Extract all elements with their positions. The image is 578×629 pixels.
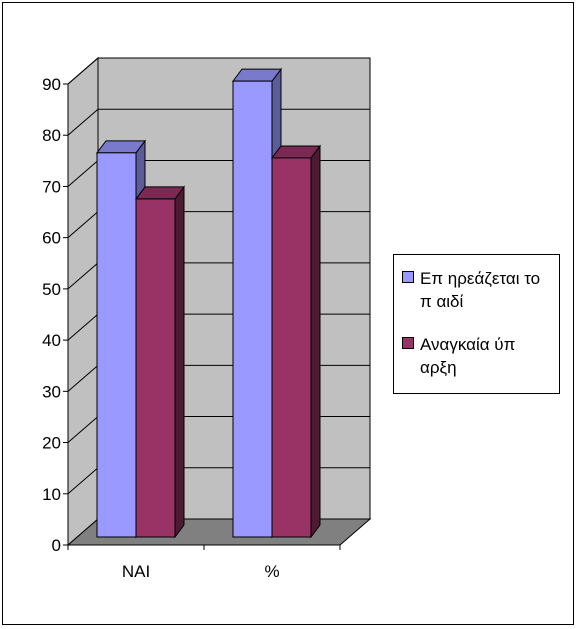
y-tick-label: 0 <box>52 536 61 555</box>
bar-2-1 <box>135 185 185 539</box>
y-tick-label: 90 <box>42 75 61 94</box>
bar-side <box>310 144 321 539</box>
legend: Επ ηρεάζεται το π αιδί Αναγκαία ύπ αρξη <box>393 254 560 394</box>
bar-side <box>174 185 185 539</box>
bar-top <box>232 68 282 82</box>
y-tick-label: 50 <box>42 280 61 299</box>
legend-label-series-1: Επ ηρεάζεται το π αιδί <box>420 269 541 311</box>
x-tick-label: % <box>264 562 279 581</box>
x-tick-label: NAI <box>122 562 150 581</box>
bar-front <box>96 152 137 538</box>
bar-front <box>135 198 176 538</box>
legend-item-series-1: Επ ηρεάζεται το π αιδί <box>402 267 555 313</box>
legend-swatch-series-2 <box>402 337 414 349</box>
bar-front <box>232 80 273 538</box>
bar-top <box>135 186 185 200</box>
legend-swatch-series-1 <box>402 271 414 283</box>
bar-top <box>271 145 321 159</box>
gridline <box>67 57 370 85</box>
bar-top <box>96 140 146 154</box>
x-axis-ticks: NAI% <box>67 545 341 581</box>
y-tick-label: 40 <box>42 331 61 350</box>
bars <box>96 67 321 539</box>
y-tick-label: 70 <box>42 177 61 196</box>
y-tick-label: 10 <box>42 485 61 504</box>
legend-label-series-2: Αναγκαία ύπ αρξη <box>420 335 516 377</box>
legend-item-series-2: Αναγκαία ύπ αρξη <box>402 333 555 379</box>
y-tick-label: 80 <box>42 126 61 145</box>
y-axis-ticks: 0 10 20 30 40 50 60 70 80 90 <box>42 75 68 555</box>
y-tick-label: 30 <box>42 382 61 401</box>
y-tick-label: 20 <box>42 434 61 453</box>
y-tick-label: 60 <box>42 229 61 248</box>
bar-front <box>271 157 312 538</box>
bar-2-2 <box>271 144 321 539</box>
